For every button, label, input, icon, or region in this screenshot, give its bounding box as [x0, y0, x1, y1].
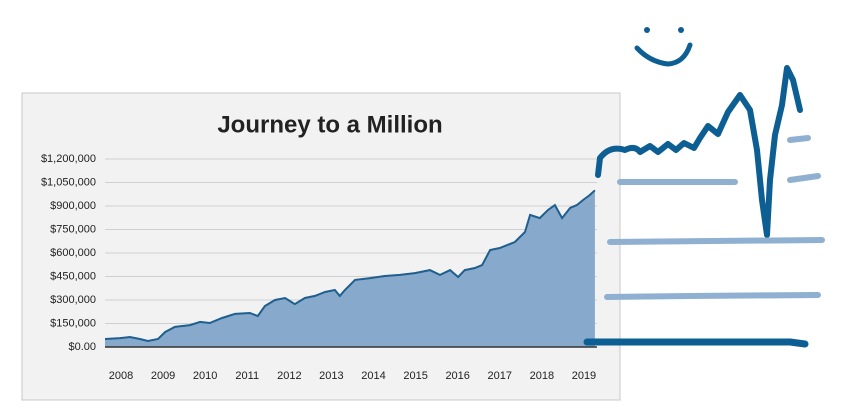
x-tick-label: 2018	[530, 370, 554, 382]
doodle-grid	[604, 292, 821, 300]
doodle-smile	[634, 42, 693, 67]
plot-area: $0.00 $150,000 $300,000 $450,000 $600,000 $75…	[41, 153, 597, 382]
doodle-axis	[583, 338, 809, 348]
line	[104, 189, 596, 343]
chart-title: Journey to a Million	[217, 111, 442, 138]
x-tick-label: 2019	[572, 370, 596, 382]
doodle-eye	[644, 27, 650, 33]
y-tick-label: $600,000	[50, 247, 96, 259]
y-tick-label: $1,200,000	[41, 153, 96, 165]
doodle-line	[595, 65, 803, 238]
x-tick-label: 2017	[488, 370, 512, 382]
doodle-grid	[607, 237, 825, 245]
y-tick-label: $900,000	[50, 200, 96, 212]
y-tick-label: $450,000	[50, 270, 96, 282]
doodle	[583, 27, 825, 348]
y-tick-label: $300,000	[50, 294, 96, 306]
x-tick-label: 2011	[235, 370, 259, 382]
y-tick-label: $1,050,000	[41, 176, 96, 188]
y-tick-label: $150,000	[50, 317, 96, 329]
doodle-grid	[787, 135, 811, 143]
area	[105, 190, 595, 347]
doodle-grid	[787, 173, 821, 183]
x-tick-label: 2010	[193, 370, 217, 382]
x-tick-label: 2014	[361, 370, 385, 382]
x-tick-label: 2008	[109, 370, 133, 382]
x-tick-label: 2016	[445, 370, 469, 382]
doodle-eye	[678, 27, 684, 33]
x-tick-label: 2012	[277, 370, 301, 382]
x-tick-label: 2015	[403, 370, 427, 382]
y-tick-label: $0.00	[68, 341, 96, 353]
x-tick-label: 2013	[319, 370, 343, 382]
x-tick-label: 2009	[151, 370, 175, 382]
y-tick-label: $750,000	[50, 223, 96, 235]
